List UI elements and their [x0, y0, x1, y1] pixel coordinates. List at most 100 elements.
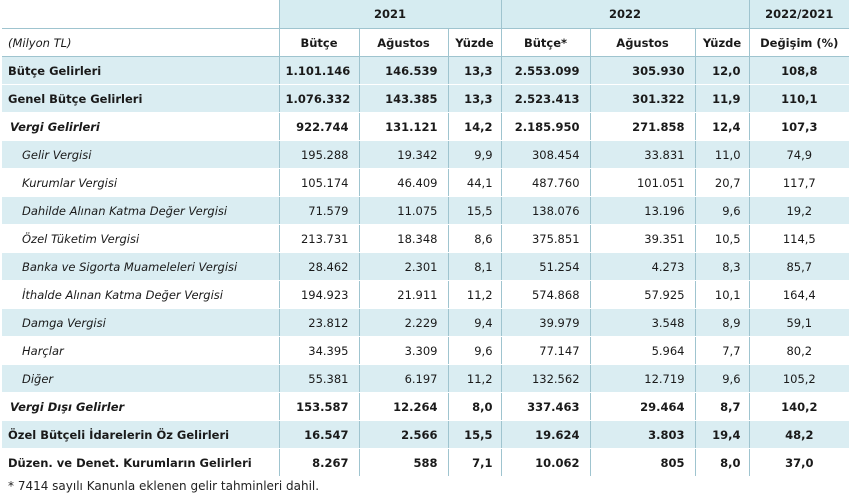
cell-d: 37,0 — [749, 448, 850, 477]
cell-y22: 9,6 — [695, 196, 750, 225]
cell-y22: 11,9 — [695, 84, 750, 113]
cell-b21: 922.744 — [279, 112, 360, 141]
header-butce-2021: Bütçe — [279, 28, 360, 57]
cell-a21: 131.121 — [359, 112, 449, 141]
cell-y22: 8,7 — [695, 392, 750, 421]
table-row: Damga Vergisi 23.812 2.229 9,4 39.979 3.548 8,… — [2, 308, 850, 337]
cell-d: 107,3 — [749, 112, 850, 141]
cell-y21: 11,2 — [448, 280, 502, 309]
cell-a22: 13.196 — [590, 196, 696, 225]
cell-b21: 213.731 — [279, 224, 360, 253]
cell-d: 19,2 — [749, 196, 850, 225]
cell-y21: 9,9 — [448, 140, 502, 169]
cell-y22: 8,0 — [695, 448, 750, 477]
cell-d: 59,1 — [749, 308, 850, 337]
cell-b21: 1.076.332 — [279, 84, 360, 113]
cell-d: 114,5 — [749, 224, 850, 253]
cell-d: 74,9 — [749, 140, 850, 169]
cell-a22: 305.930 — [590, 56, 696, 85]
table-row: Düzen. ve Denet. Kurumların Gelirleri 8.2… — [2, 448, 850, 477]
cell-b21: 23.812 — [279, 308, 360, 337]
cell-y21: 44,1 — [448, 168, 502, 197]
cell-b21: 105.174 — [279, 168, 360, 197]
cell-y22: 9,6 — [695, 364, 750, 393]
cell-a21: 146.539 — [359, 56, 449, 85]
table-body: Bütçe Gelirleri 1.101.146 146.539 13,3 2.553… — [2, 56, 850, 477]
cell-y21: 15,5 — [448, 420, 502, 449]
cell-a22: 12.719 — [590, 364, 696, 393]
cell-a22: 29.464 — [590, 392, 696, 421]
table-row: Kurumlar Vergisi 105.174 46.409 44,1 487.760… — [2, 168, 850, 197]
header-year-2022: 2022 — [501, 0, 750, 29]
table-row: Dahilde Alınan Katma Değer Vergisi 71.579… — [2, 196, 850, 225]
row-label: Damga Vergisi — [2, 308, 280, 337]
cell-a22: 4.273 — [590, 252, 696, 281]
cell-y21: 8,1 — [448, 252, 502, 281]
cell-y21: 15,5 — [448, 196, 502, 225]
cell-y22: 10,1 — [695, 280, 750, 309]
cell-y21: 11,2 — [448, 364, 502, 393]
cell-y22: 8,9 — [695, 308, 750, 337]
cell-a22: 57.925 — [590, 280, 696, 309]
cell-a21: 18.348 — [359, 224, 449, 253]
table-row: Harçlar 34.395 3.309 9,6 77.147 5.964 7,7 80,2 — [2, 336, 850, 365]
header-blank-cell — [2, 0, 280, 29]
cell-b21: 28.462 — [279, 252, 360, 281]
cell-a22: 101.051 — [590, 168, 696, 197]
cell-b22: 574.868 — [501, 280, 591, 309]
cell-a22: 3.803 — [590, 420, 696, 449]
row-label: Diğer — [2, 364, 280, 393]
cell-a22: 805 — [590, 448, 696, 477]
cell-a21: 3.309 — [359, 336, 449, 365]
cell-b22: 138.076 — [501, 196, 591, 225]
cell-y21: 8,6 — [448, 224, 502, 253]
cell-b22: 375.851 — [501, 224, 591, 253]
row-label: Özel Tüketim Vergisi — [2, 224, 280, 253]
cell-y22: 20,7 — [695, 168, 750, 197]
cell-y22: 7,7 — [695, 336, 750, 365]
table-row: Genel Bütçe Gelirleri 1.076.332 143.385 13,… — [2, 84, 850, 113]
cell-y21: 9,6 — [448, 336, 502, 365]
cell-b21: 194.923 — [279, 280, 360, 309]
table-row: Gelir Vergisi 195.288 19.342 9,9 308.454 33.8… — [2, 140, 850, 169]
row-label: Dahilde Alınan Katma Değer Vergisi — [2, 196, 280, 225]
cell-b22: 77.147 — [501, 336, 591, 365]
cell-a21: 46.409 — [359, 168, 449, 197]
row-label: Bütçe Gelirleri — [2, 56, 280, 85]
cell-d: 117,7 — [749, 168, 850, 197]
cell-d: 48,2 — [749, 420, 850, 449]
cell-d: 108,8 — [749, 56, 850, 85]
cell-y22: 10,5 — [695, 224, 750, 253]
cell-a22: 271.858 — [590, 112, 696, 141]
header-row-columns: (Milyon TL) Bütçe Ağustos Yüzde Bütçe* A… — [2, 28, 850, 57]
cell-y22: 12,4 — [695, 112, 750, 141]
header-agustos-2021: Ağustos — [359, 28, 449, 57]
cell-b21: 34.395 — [279, 336, 360, 365]
row-label: Genel Bütçe Gelirleri — [2, 84, 280, 113]
cell-a21: 2.566 — [359, 420, 449, 449]
cell-a21: 588 — [359, 448, 449, 477]
cell-d: 105,2 — [749, 364, 850, 393]
cell-y21: 13,3 — [448, 84, 502, 113]
header-year-2021: 2021 — [279, 0, 502, 29]
cell-b22: 2.553.099 — [501, 56, 591, 85]
cell-d: 164,4 — [749, 280, 850, 309]
row-label: İthalde Alınan Katma Değer Vergisi — [2, 280, 280, 309]
cell-a21: 21.911 — [359, 280, 449, 309]
cell-d: 80,2 — [749, 336, 850, 365]
cell-a21: 11.075 — [359, 196, 449, 225]
cell-a22: 5.964 — [590, 336, 696, 365]
header-butce-2022: Bütçe* — [501, 28, 591, 57]
row-label: Banka ve Sigorta Muameleleri Vergisi — [2, 252, 280, 281]
cell-y22: 12,0 — [695, 56, 750, 85]
cell-d: 110,1 — [749, 84, 850, 113]
cell-a21: 2.229 — [359, 308, 449, 337]
footnote: * 7414 sayılı Kanunla eklenen gelir tahm… — [8, 479, 320, 493]
cell-a21: 19.342 — [359, 140, 449, 169]
cell-b22: 2.185.950 — [501, 112, 591, 141]
cell-b21: 153.587 — [279, 392, 360, 421]
row-label: Vergi Dışı Gelirler — [2, 392, 280, 421]
header-change-period: 2022/2021 — [749, 0, 850, 29]
row-label: Düzen. ve Denet. Kurumların Gelirleri — [2, 448, 280, 477]
cell-b21: 8.267 — [279, 448, 360, 477]
